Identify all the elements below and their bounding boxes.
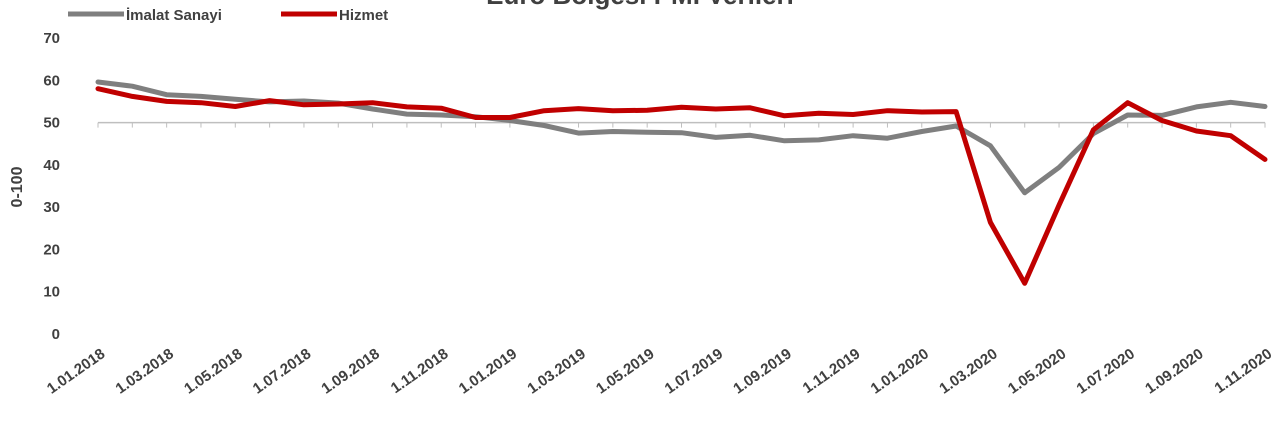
x-tick-label: 1.09.2020 bbox=[1142, 345, 1206, 397]
legend: İmalat Sanayi Hizmet bbox=[68, 7, 388, 24]
x-tick-label: 1.05.2018 bbox=[181, 345, 245, 397]
x-tick-label: 1.03.2018 bbox=[113, 345, 177, 397]
x-tick-label: 1.05.2019 bbox=[593, 345, 657, 397]
y-tick-label: 0 bbox=[52, 326, 60, 343]
y-tick-label: 70 bbox=[43, 30, 60, 47]
legend-label-hizmet: Hizmet bbox=[339, 7, 388, 24]
x-tick-label: 1.03.2020 bbox=[936, 345, 1000, 397]
y-tick-label: 10 bbox=[43, 284, 60, 301]
x-tick-label: 1.11.2020 bbox=[1212, 345, 1276, 397]
chart-title: Euro Bölgesi PMI Verileri bbox=[486, 0, 794, 10]
x-tick-label: 1.11.2018 bbox=[388, 345, 452, 397]
series-line-hizmet bbox=[95, 86, 1268, 286]
series-layer bbox=[95, 79, 1268, 286]
x-tick-label: 1.05.2020 bbox=[1005, 345, 1069, 397]
x-tick-label: 1.01.2018 bbox=[44, 345, 108, 397]
x-tick-label: 1.07.2019 bbox=[662, 345, 726, 397]
y-tick-label: 50 bbox=[43, 115, 60, 132]
x-tick-label: 1.07.2018 bbox=[250, 345, 314, 397]
y-tick-label: 30 bbox=[43, 199, 60, 216]
y-axis-ticks: 0 10 20 30 40 50 60 70 bbox=[43, 30, 60, 343]
x-tick-label: 1.03.2019 bbox=[524, 345, 588, 397]
y-tick-label: 20 bbox=[43, 241, 60, 258]
x-tick-label: 1.01.2019 bbox=[456, 345, 520, 397]
x-axis-ticks: 1.01.2018 1.03.2018 1.05.2018 1.07.2018 1.09… bbox=[44, 122, 1276, 398]
x-tick-label: 1.09.2018 bbox=[318, 345, 382, 397]
y-axis-label: 0-100 bbox=[9, 166, 26, 207]
x-tick-label: 1.09.2019 bbox=[730, 345, 794, 397]
y-tick-label: 40 bbox=[43, 157, 60, 174]
x-tick-label: 1.01.2020 bbox=[868, 345, 932, 397]
y-tick-label: 60 bbox=[43, 72, 60, 89]
x-tick-label: 1.07.2020 bbox=[1074, 345, 1138, 397]
legend-label-imalat: İmalat Sanayi bbox=[126, 7, 222, 24]
x-tick-label: 1.11.2019 bbox=[800, 345, 864, 397]
